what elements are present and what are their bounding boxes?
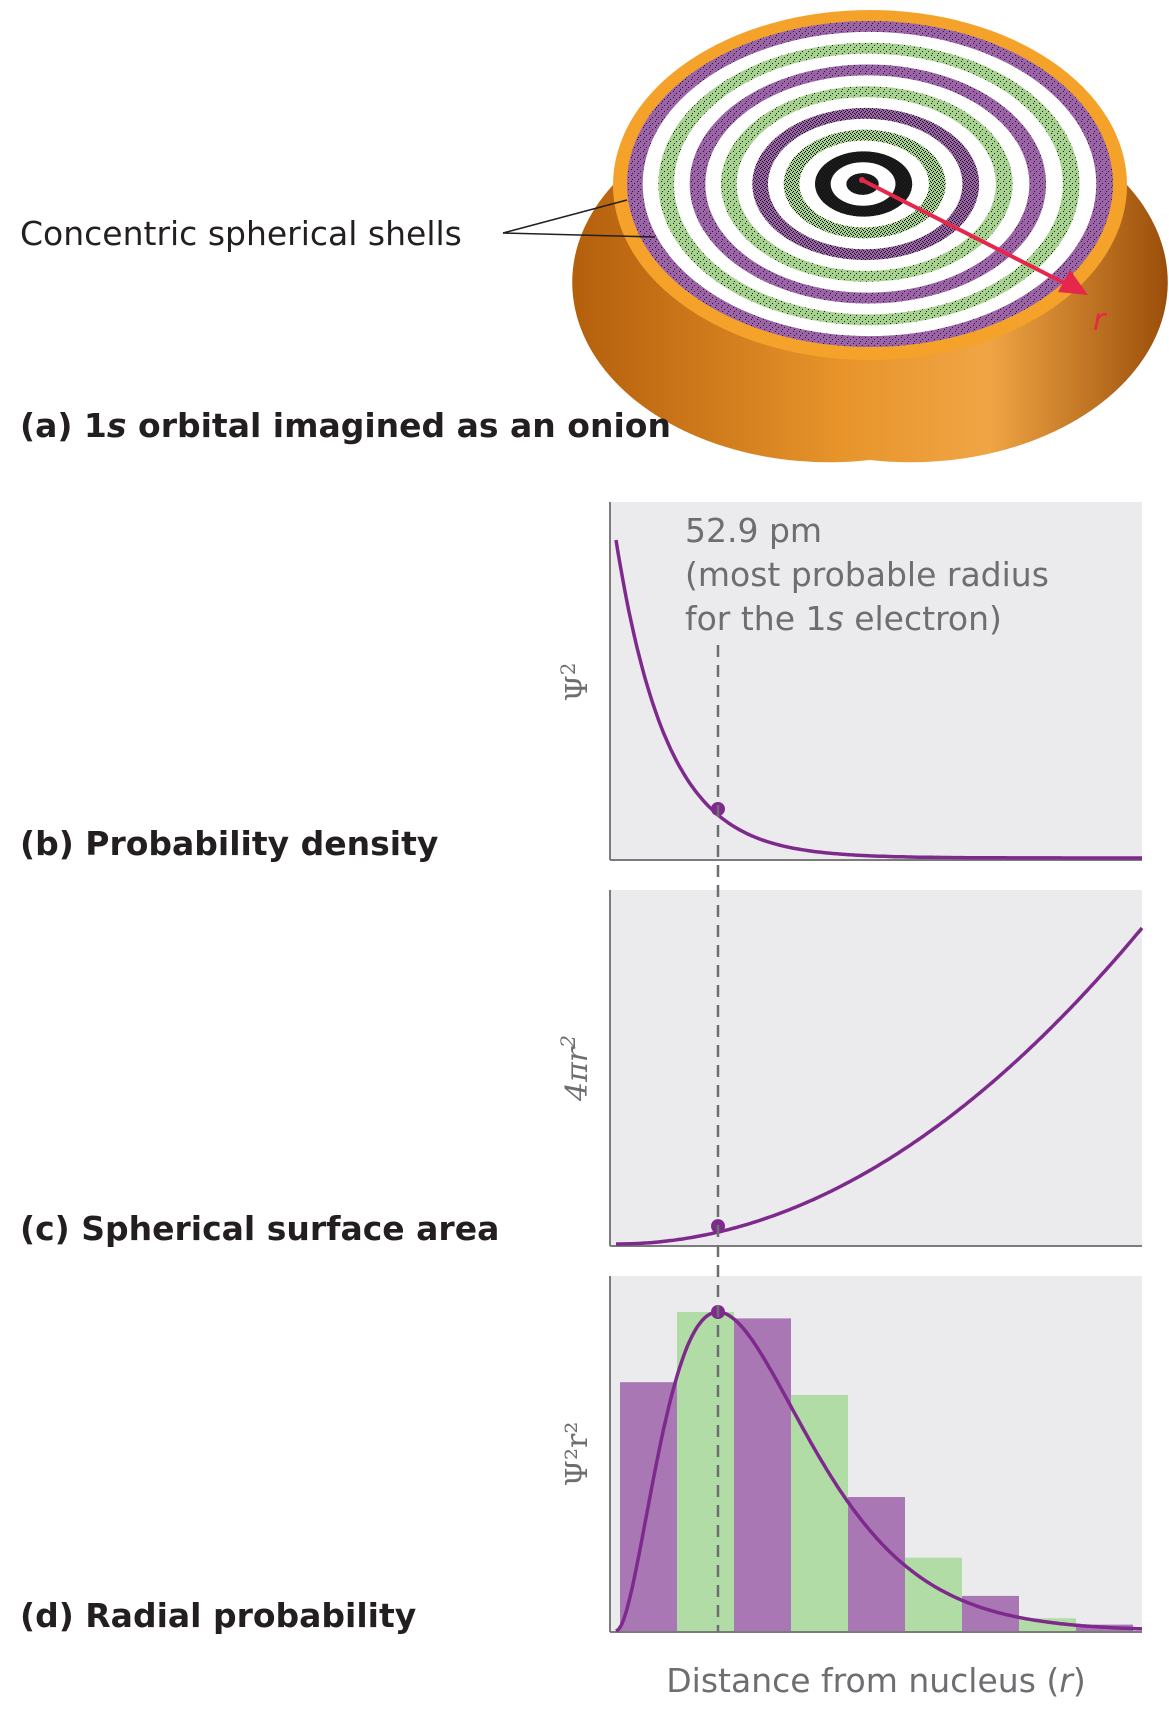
annotation-value: 52.9 pm xyxy=(685,511,822,550)
panel-c-plot xyxy=(609,890,1144,1247)
radial-probability-bar xyxy=(905,1557,962,1631)
radial-probability-curve xyxy=(615,1310,1143,1633)
radial-probability-bars xyxy=(620,1312,1133,1631)
annotation-line2: (most probable radius xyxy=(685,555,1049,594)
panel-b-background xyxy=(610,502,1142,860)
onion-illustration xyxy=(572,10,1168,463)
callout-leader-lines xyxy=(502,199,656,238)
radius-arrow xyxy=(859,177,1088,295)
panel-b-plot xyxy=(609,502,1142,861)
panel-a-label: (a) 1s orbital imagined as an onion xyxy=(20,406,671,445)
most-probable-radius-annotation: 52.9 pm (most probable radius for the 1s… xyxy=(685,511,1049,638)
radial-probability-bar xyxy=(848,1497,905,1631)
x-axis-label: Distance from nucleus (r) xyxy=(666,1661,1085,1700)
probability-density-curve xyxy=(614,539,1142,860)
radial-probability-bar xyxy=(962,1595,1019,1631)
annotation-line3: for the 1s electron) xyxy=(685,599,1002,638)
shells-callout: Concentric spherical shells xyxy=(20,214,462,253)
panel-d-plot xyxy=(609,1276,1143,1633)
panel-c-background xyxy=(610,890,1142,1246)
surface-area-curve xyxy=(616,926,1144,1246)
panel-b-label: (b) Probability density xyxy=(20,824,438,863)
radial-probability-bar xyxy=(677,1312,734,1631)
radius-symbol: r xyxy=(1093,303,1107,338)
shell-speckle xyxy=(846,173,879,195)
radial-probability-bar xyxy=(791,1394,848,1631)
panel-d-ylabel: Ψ²r² xyxy=(560,1422,595,1487)
radial-probability-bar xyxy=(734,1318,791,1631)
panel-b-ylabel: Ψ2 xyxy=(556,662,595,701)
panel-d-label: (d) Radial probability xyxy=(20,1596,416,1635)
panel-c-label: (c) Spherical surface area xyxy=(20,1209,499,1248)
panel-c-ylabel: 4πr2 xyxy=(556,1035,595,1102)
